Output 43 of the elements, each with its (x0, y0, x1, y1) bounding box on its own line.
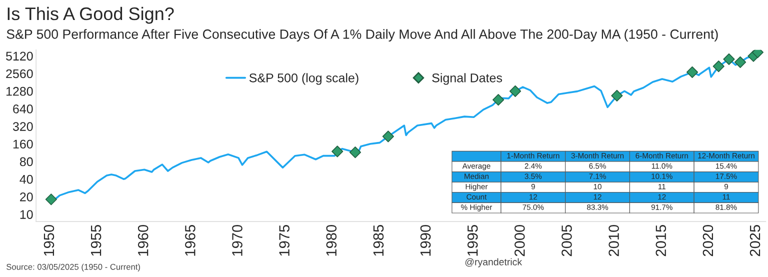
point (712, 60, 724, 72)
legend-label: Signal Dates (432, 73, 502, 85)
x-tick-label: 2020 (702, 224, 714, 256)
y-tick-label: 2560 (6, 69, 33, 78)
x-tick-label: 1985 (373, 224, 384, 256)
legend-label: S&P 500 (log scale) (249, 73, 358, 85)
y-tick-label: 80 (20, 157, 33, 166)
x-tick-label: 2000 (514, 224, 525, 256)
text: @ryandetrick (465, 258, 522, 268)
y-tick-label: 20 (20, 192, 33, 202)
x-tick-label: 1965 (185, 224, 196, 256)
point (45, 194, 57, 206)
point (382, 130, 394, 142)
y-tick-label: 10 (20, 210, 33, 219)
point (734, 56, 746, 68)
y-tick-label: 160 (13, 140, 33, 149)
x-tick-label: 2025 (750, 224, 760, 256)
y-tick-label: 320 (12, 122, 33, 131)
x-tick-label: 1970 (232, 224, 242, 256)
x-tick-label: 1980 (326, 224, 337, 256)
y-tick-label: 1280 (6, 86, 33, 96)
x-tick-label: 1955 (90, 224, 102, 256)
point (332, 146, 344, 158)
point (723, 53, 735, 65)
y-tick-label: 40 (20, 174, 33, 184)
x-tick-label: 2005 (562, 224, 572, 256)
x-tick-label: 1960 (138, 224, 148, 256)
source-note: Source: 03/05/2025 (1950 - Current) (6, 264, 140, 272)
y-tick-label: 640 (13, 104, 33, 114)
chart-subtitle: S&P 500 Performance After Five Consecutive Days Of A 1% Daily Move And All Above The 200-Day MA (1950 - Current) (6, 29, 718, 42)
point (611, 90, 623, 102)
x-tick-label: 2015 (656, 224, 666, 256)
chart-title: Is This A Good Sign? (8, 6, 174, 24)
x-tick-label: 2010 (608, 224, 619, 256)
point (349, 146, 362, 158)
x-tick-label: 1990 (420, 224, 431, 256)
point (686, 66, 698, 78)
x-tick-label: 1975 (279, 224, 290, 256)
y-tick-label: 5120 (6, 52, 33, 61)
x-tick-label: 1995 (467, 224, 478, 256)
point (509, 85, 522, 98)
point (492, 94, 504, 106)
x-tick-label: 1950 (44, 224, 54, 256)
